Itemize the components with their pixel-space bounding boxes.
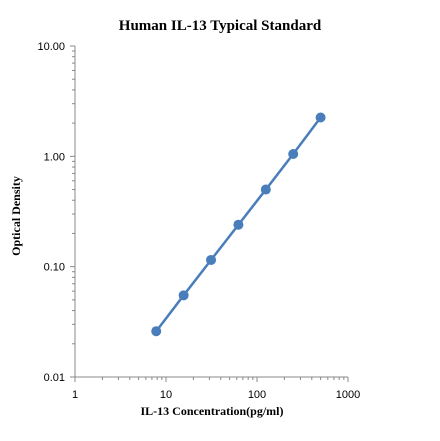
x-tick-label: 100 — [248, 389, 266, 401]
y-tick-label: 0.01 — [44, 372, 65, 384]
y-tick-label: 1.00 — [44, 151, 65, 163]
y-tick-label: 10.00 — [37, 41, 65, 53]
x-tick-label: 1000 — [336, 389, 360, 401]
data-point — [260, 184, 271, 195]
chart-title: Human IL-13 Typical Standard — [119, 18, 322, 34]
data-point — [151, 326, 162, 337]
data-point — [178, 290, 189, 301]
plot-area — [74, 46, 348, 378]
y-tick-label: 0.10 — [44, 262, 65, 274]
data-point — [315, 112, 326, 123]
x-tick-label: 10 — [160, 389, 172, 401]
data-point — [288, 148, 299, 159]
data-point — [233, 219, 244, 230]
y-axis-label: Optical Density — [9, 176, 23, 256]
series-layer — [151, 112, 326, 337]
y-axis: 0.01 0.10 1.00 10.00 — [37, 41, 75, 384]
data-point — [206, 254, 217, 265]
x-axis: 1 10 100 1000 — [72, 377, 360, 401]
x-tick-label: 1 — [72, 389, 78, 401]
x-axis-label: IL-13 Concentration(pg/ml) — [141, 404, 284, 418]
